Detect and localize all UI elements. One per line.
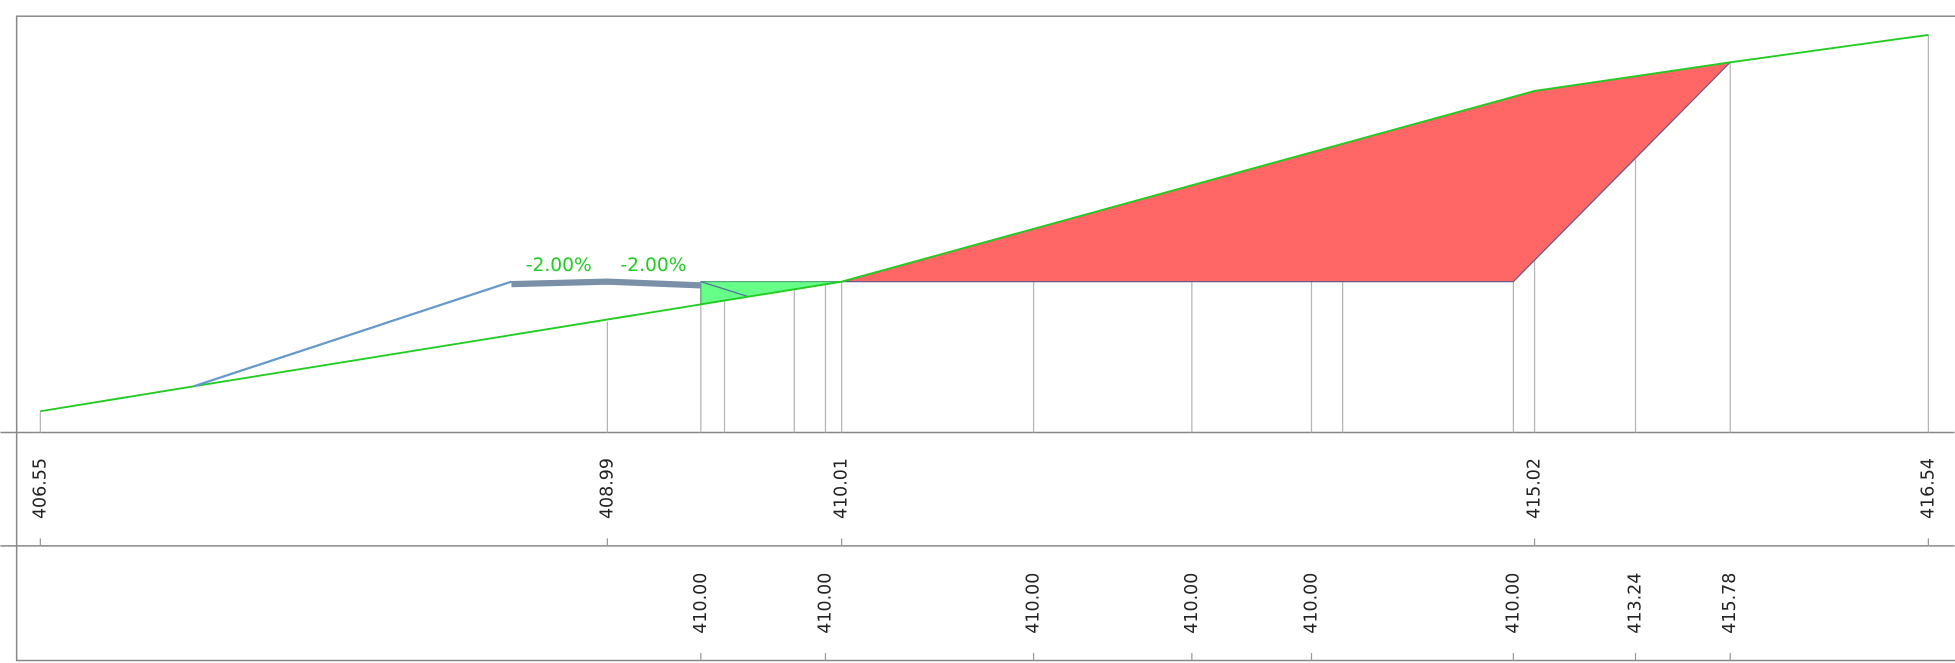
elevation-label: 406.55 [30,458,50,519]
station-lines [39,34,1930,433]
elevation-label: 413.24 [1626,573,1646,634]
cut-area [841,61,1732,283]
subgrade-line [700,281,749,298]
elevation-label: 408.99 [597,458,617,519]
slope-label: -2.00% [526,255,592,276]
elevation-label: 415.02 [1525,458,1545,519]
elevation-labels: 406.55 408.99 410.01 415.02 416.54 410.00 410.… [30,458,1938,661]
frame [15,15,1955,662]
elevation-label: 410.00 [1301,573,1321,634]
road-surface [511,278,701,289]
elevation-label: 416.54 [1918,458,1938,519]
elevation-label: 410.00 [1503,573,1523,634]
elevation-label: 415.78 [1720,573,1740,634]
elevation-label: 410.00 [1182,573,1202,634]
slope-label: -2.00% [620,255,686,276]
elevation-label: 410.00 [1024,573,1044,634]
ground-line [40,33,1929,413]
elevation-label: 410.00 [815,573,835,634]
side-slope [193,280,512,388]
elevation-label: 410.00 [691,573,711,634]
elevation-label: 410.01 [832,458,852,519]
